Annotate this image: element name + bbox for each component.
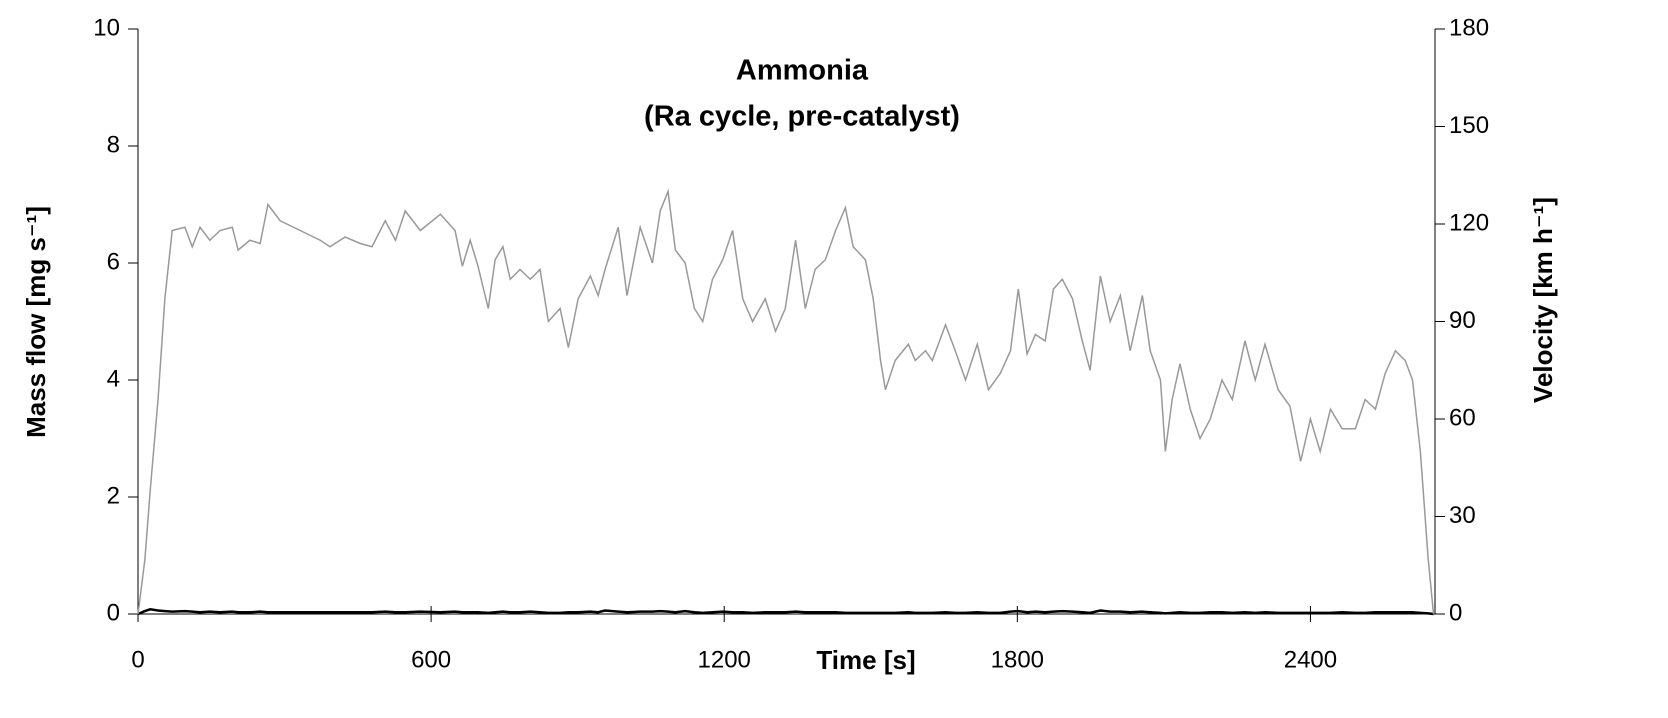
y-tick-label: 0 [107, 599, 120, 626]
y2-tick-label: 30 [1449, 502, 1476, 529]
y-tick-label: 2 [107, 482, 120, 509]
y-tick-label: 10 [93, 14, 120, 41]
y-axis-title: Mass flow [mg s⁻¹] [21, 206, 51, 438]
chart-subtitle: (Ra cycle, pre-catalyst) [644, 101, 960, 133]
x-tick-label: 2400 [1284, 646, 1337, 673]
chart-title: Ammonia [736, 55, 869, 87]
y2-tick-label: 180 [1449, 14, 1489, 41]
y-tick-label: 8 [107, 131, 120, 158]
y2-tick-label: 120 [1449, 209, 1489, 236]
y2-tick-label: 60 [1449, 404, 1476, 431]
y-tick-label: 4 [107, 365, 120, 392]
y2-tick-label: 90 [1449, 307, 1476, 334]
y2-tick-label: 0 [1449, 599, 1462, 626]
series-line [137, 608, 1434, 616]
y-tick-label: 6 [107, 248, 120, 275]
x-axis-title: Time [s] [816, 645, 915, 675]
series-line [137, 188, 1435, 615]
x-tick-label: 0 [131, 646, 144, 673]
x-tick-label: 600 [411, 646, 451, 673]
y2-tick-label: 150 [1449, 112, 1489, 139]
y2-axis-title: Velocity [km h⁻¹] [1528, 197, 1558, 403]
x-tick-label: 1800 [991, 646, 1044, 673]
x-tick-label: 1200 [698, 646, 751, 673]
